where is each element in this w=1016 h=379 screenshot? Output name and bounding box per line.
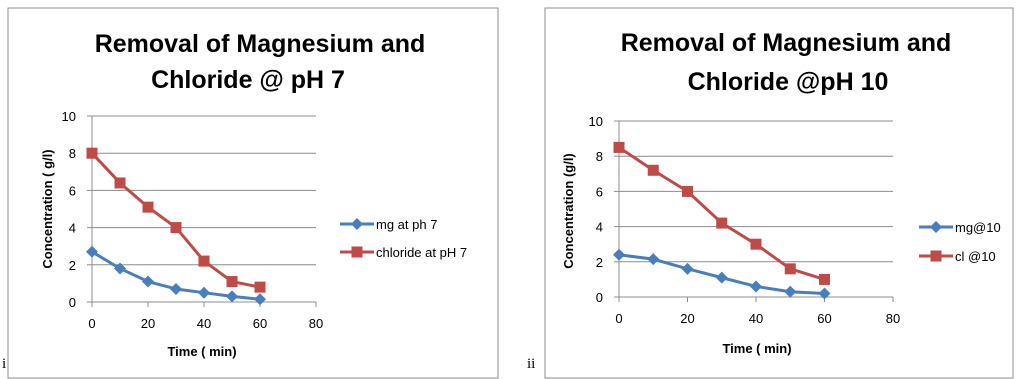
- data-point: [715, 271, 728, 284]
- x-tick-label: 20: [680, 311, 694, 326]
- data-point: [114, 177, 126, 189]
- x-tick-label: 40: [749, 311, 763, 326]
- data-point: [198, 255, 210, 267]
- data-point: [114, 262, 126, 275]
- chart-panel-ph10: Removal of Magnesium and Chloride @pH 10 0…: [509, 0, 1016, 379]
- y-tick-label: 6: [69, 183, 76, 198]
- data-point: [254, 293, 266, 306]
- x-axis-label: Time ( min): [167, 344, 236, 359]
- legend-label: mg at ph 7: [376, 217, 437, 232]
- chart-title-line: Removal of Magnesium and: [95, 30, 426, 58]
- x-tick-label: 0: [615, 311, 622, 326]
- y-tick-label: 4: [596, 220, 603, 235]
- legend-marker: [930, 250, 942, 262]
- panel-label-ii: ii: [527, 356, 536, 372]
- x-tick-label: 20: [141, 316, 155, 331]
- chart-frame: [7, 7, 499, 379]
- data-point: [613, 248, 625, 261]
- y-tick-label: 10: [62, 109, 76, 124]
- data-point: [784, 263, 796, 275]
- data-point: [226, 276, 238, 288]
- data-point: [170, 222, 182, 234]
- y-axis-label: Concentration (g/l): [561, 153, 576, 269]
- data-point: [86, 147, 98, 159]
- y-axis-label: Concentration ( g/l): [40, 149, 55, 268]
- y-tick-label: 4: [69, 221, 76, 236]
- data-point: [198, 286, 210, 299]
- data-point: [226, 290, 238, 303]
- legend-label: mg@10: [955, 220, 1001, 235]
- y-tick-label: 2: [596, 255, 603, 270]
- data-point: [647, 164, 659, 176]
- data-point: [86, 245, 98, 258]
- data-point: [647, 253, 660, 266]
- data-point: [750, 238, 762, 250]
- data-point: [784, 285, 797, 298]
- x-tick-label: 60: [253, 316, 267, 331]
- x-tick-label: 0: [88, 316, 95, 331]
- data-point: [613, 141, 625, 153]
- y-tick-label: 10: [589, 114, 603, 129]
- data-point: [142, 275, 154, 288]
- data-point: [254, 281, 266, 293]
- chart-frame: [544, 7, 1014, 379]
- data-point: [170, 282, 182, 295]
- panel-label-i: i: [2, 356, 7, 372]
- chart-ph7: Removal of Magnesium and Chloride @ pH 7 0…: [7, 7, 499, 379]
- legend-label: cl @10: [955, 249, 996, 264]
- y-tick-label: 0: [596, 290, 603, 305]
- y-tick-label: 2: [69, 258, 76, 273]
- y-tick-label: 8: [596, 149, 603, 164]
- y-tick-label: 0: [69, 295, 76, 310]
- data-point: [750, 280, 762, 293]
- chart-title-line: Chloride @pH 10: [688, 68, 889, 96]
- chart-ph10: Removal of Magnesium and Chloride @pH 10 0…: [544, 7, 1014, 379]
- x-tick-label: 40: [197, 316, 211, 331]
- data-point: [716, 217, 728, 229]
- legend-marker: [351, 246, 363, 258]
- x-tick-label: 60: [817, 311, 831, 326]
- legend-marker: [351, 218, 363, 230]
- chart-panel-ph7: Removal of Magnesium and Chloride @ pH 7 0…: [0, 0, 500, 379]
- legend-marker: [930, 221, 942, 233]
- legend-label: chloride at pH 7: [376, 245, 467, 260]
- x-axis-label: Time ( min): [722, 341, 791, 356]
- data-point: [818, 287, 831, 300]
- data-point: [819, 273, 830, 285]
- x-tick-label: 80: [886, 311, 900, 326]
- data-point: [681, 262, 694, 275]
- chart-title-line: Chloride @ pH 7: [151, 66, 345, 94]
- data-point: [682, 185, 693, 197]
- data-point: [142, 201, 154, 213]
- x-tick-label: 80: [309, 316, 323, 331]
- chart-title-line: Removal of Magnesium and: [621, 29, 952, 57]
- y-tick-label: 6: [596, 184, 603, 199]
- y-tick-label: 8: [69, 146, 76, 161]
